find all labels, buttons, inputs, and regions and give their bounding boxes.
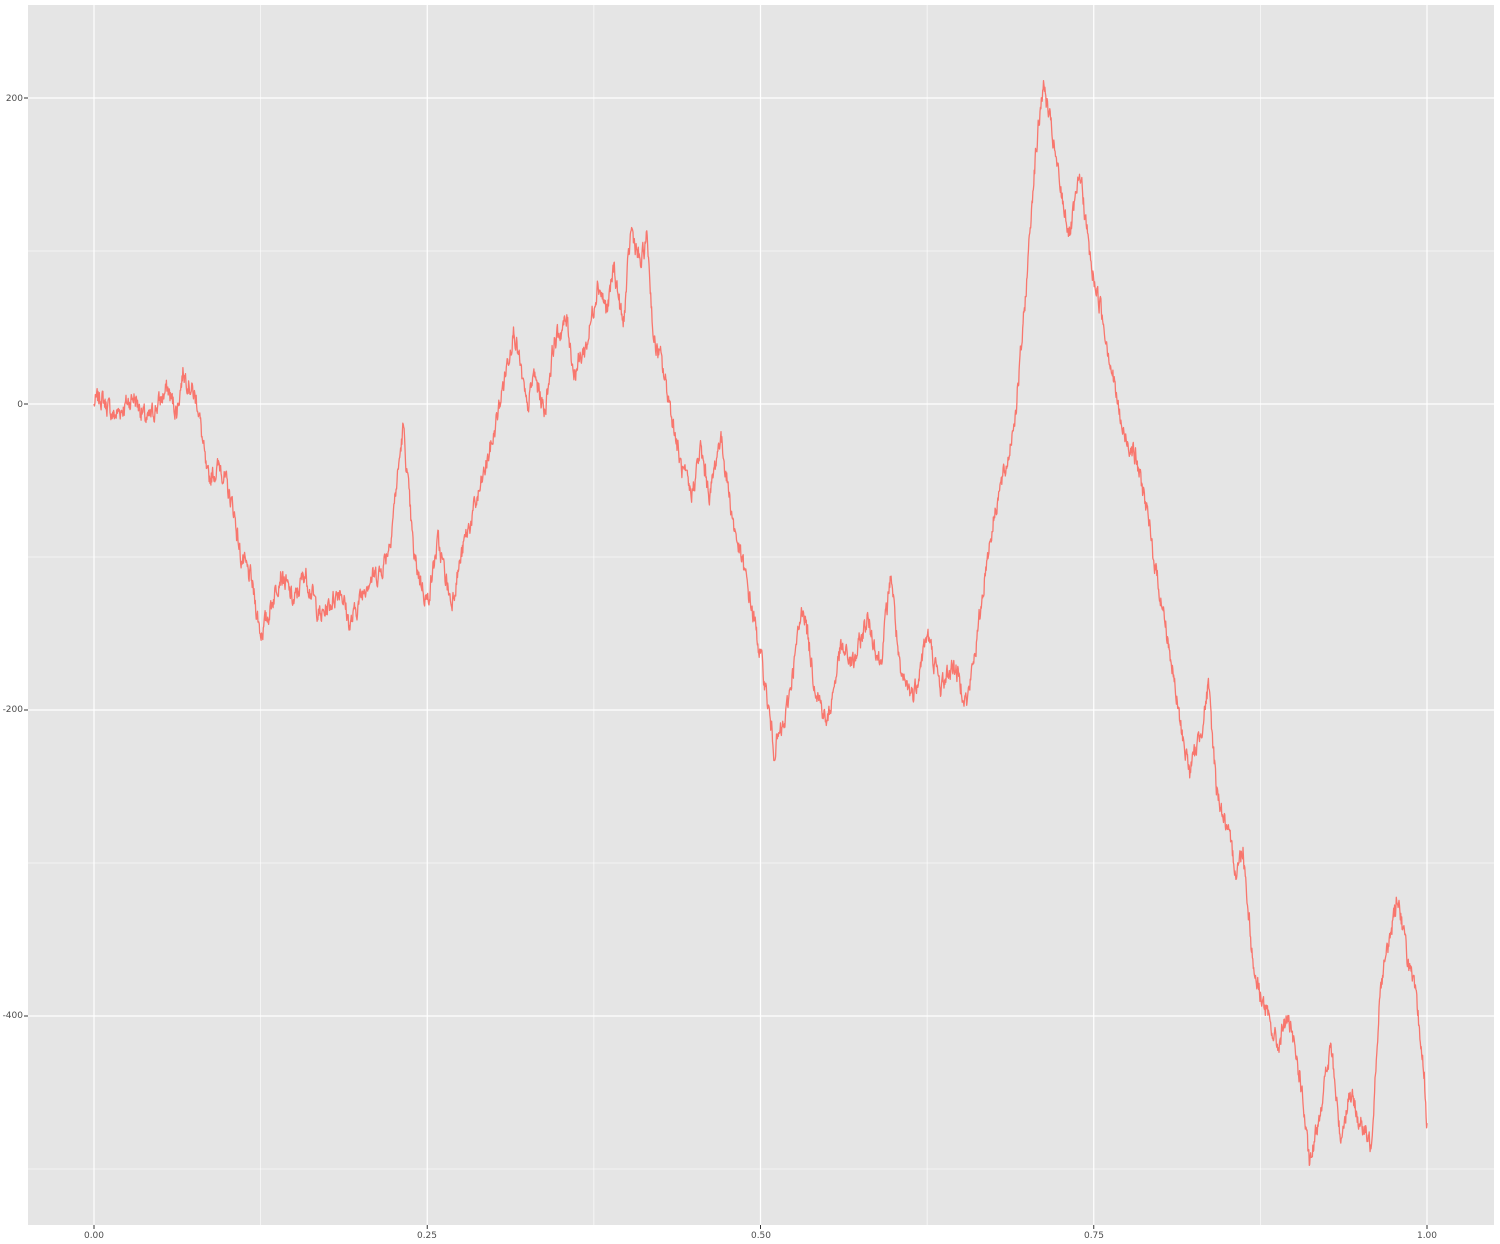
y-tick-label-0: 0 (17, 400, 23, 410)
y-tick-label-minus-200: -200 (3, 705, 24, 715)
y-axis-labels: 200 0 -200 -400 (3, 94, 24, 1021)
y-tick-label-200: 200 (6, 94, 23, 104)
x-tick-label-3: 0.75 (1084, 1231, 1104, 1241)
major-gridlines (28, 5, 1494, 1225)
y-axis-ticks (24, 97, 28, 1017)
x-tick-label-4: 1.00 (1417, 1231, 1437, 1241)
random-walk-line (93, 79, 1428, 1167)
y-tick-label-minus-400: -400 (3, 1011, 24, 1021)
x-axis-ticks (93, 1225, 1428, 1229)
x-tick-label-0: 0.00 (84, 1231, 104, 1241)
x-tick-label-2: 0.50 (751, 1231, 771, 1241)
x-axis-labels: 0.00 0.25 0.50 0.75 1.00 (84, 1231, 1437, 1241)
x-tick-label-1: 0.25 (417, 1231, 437, 1241)
